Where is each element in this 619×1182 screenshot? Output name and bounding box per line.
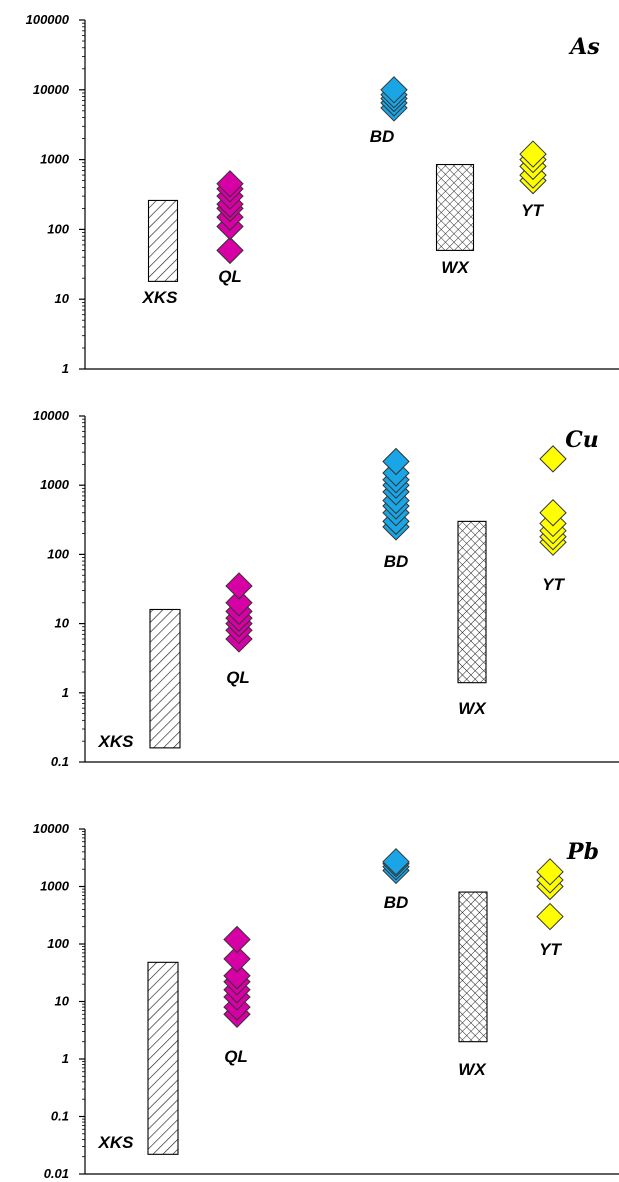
y-tick-label: 10000	[33, 408, 70, 423]
data-point-ql	[216, 236, 244, 265]
category-label-yt: YT	[542, 575, 565, 594]
chart-panel-cu: 0.1 1 10 100 1000 10000 Cu XKS WX QL BD YT	[33, 408, 619, 769]
y-tick-label: 0.01	[44, 1166, 69, 1181]
category-label-xks: XKS	[142, 288, 179, 307]
category-label-bd: BD	[370, 127, 395, 146]
y-tick-label: 1	[62, 685, 69, 700]
category-label-ql: QL	[218, 267, 242, 286]
y-tick-label: 100	[47, 221, 69, 236]
data-point-yt	[536, 858, 564, 886]
y-tick-label: 1	[62, 361, 69, 376]
category-label-bd: BD	[384, 893, 409, 912]
chart-panel-as: 1 10 100 1000 10000 100000 As XKS WX QL BD YT	[26, 12, 619, 376]
category-label-yt: YT	[521, 201, 544, 220]
data-point-yt	[539, 499, 567, 527]
y-tick-label: 10000	[33, 821, 70, 836]
y-tick-label: 100	[47, 936, 69, 951]
range-bar-xks	[149, 608, 181, 749]
data-point-yt	[519, 140, 547, 168]
category-label-bd: BD	[384, 552, 409, 571]
data-point-bd	[380, 76, 408, 104]
data-point-ql	[225, 589, 253, 617]
y-tick-label: 0.1	[51, 1109, 69, 1124]
range-bar-wx	[458, 891, 488, 1043]
panel-title: Pb	[566, 839, 599, 865]
y-tick-label: 10	[55, 994, 70, 1009]
y-tick-label: 100	[47, 546, 69, 561]
category-label-xks: XKS	[98, 732, 135, 751]
y-tick-label: 10000	[33, 82, 70, 97]
y-tick-label: 1000	[40, 477, 70, 492]
y-tick-label: 10	[55, 291, 70, 306]
data-point-ql	[223, 962, 251, 990]
chart-panel-pb: 0.01 0.1 1 10 100 1000 10000 Pb XKS WX QL BD YT	[33, 821, 619, 1181]
range-bar-xks	[147, 961, 179, 1155]
data-point-ql	[216, 170, 244, 198]
panel-title: As	[568, 34, 599, 60]
y-tick-label: 1	[62, 1051, 69, 1066]
range-bar-xks	[147, 199, 179, 282]
category-label-wx: WX	[441, 258, 470, 277]
y-tick-label: 10	[55, 616, 70, 631]
category-label-ql: QL	[226, 668, 250, 687]
data-point-ql	[223, 925, 251, 954]
data-point-yt	[536, 902, 564, 931]
category-label-wx: WX	[458, 1060, 487, 1079]
panel-title: Cu	[565, 427, 599, 453]
category-label-yt: YT	[539, 940, 562, 959]
range-bar-wx	[435, 163, 475, 251]
y-tick-label: 0.1	[51, 754, 69, 769]
data-point-bd	[382, 847, 410, 876]
y-tick-label: 1000	[40, 152, 70, 167]
data-point-ql	[225, 572, 253, 600]
data-point-bd	[382, 447, 410, 476]
y-tick-label: 1000	[40, 879, 70, 894]
data-point-ql	[223, 945, 251, 973]
category-label-ql: QL	[224, 1047, 248, 1066]
category-label-xks: XKS	[98, 1133, 135, 1152]
y-tick-label: 100000	[26, 12, 70, 27]
category-label-wx: WX	[458, 699, 487, 718]
data-point-yt	[539, 445, 567, 473]
range-bar-wx	[457, 520, 487, 684]
